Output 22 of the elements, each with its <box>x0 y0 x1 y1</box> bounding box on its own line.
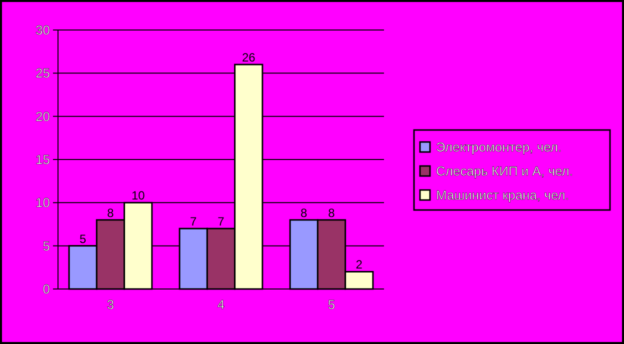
y-tick-label: 0 <box>42 282 50 297</box>
data-label: 2 <box>356 258 363 272</box>
y-tick-label: 15 <box>36 152 50 168</box>
legend-label: Электромонтер, чел. <box>436 140 562 155</box>
data-label: 10 <box>131 188 146 203</box>
y-tick-label: 20 <box>36 108 50 124</box>
data-label: 8 <box>300 206 308 220</box>
x-tick-label: 5 <box>328 297 336 312</box>
data-label: 26 <box>242 50 256 65</box>
y-tick-label: 5 <box>42 238 50 254</box>
legend-label: Слесарь КИП и А, чел. <box>436 164 573 179</box>
data-label: 5 <box>80 232 87 246</box>
x-tick-label: 3 <box>106 297 114 312</box>
x-tick-label: 4 <box>217 297 225 312</box>
data-label: 8 <box>328 206 336 220</box>
y-tick-label: 10 <box>36 195 50 210</box>
data-label: 7 <box>218 214 225 229</box>
data-label: 8 <box>107 206 114 220</box>
y-tick-label: 25 <box>36 66 50 81</box>
data-label: 7 <box>190 214 198 229</box>
legend-label: Машинист крана, чел. <box>436 188 569 203</box>
y-tick-label: 30 <box>36 22 50 38</box>
